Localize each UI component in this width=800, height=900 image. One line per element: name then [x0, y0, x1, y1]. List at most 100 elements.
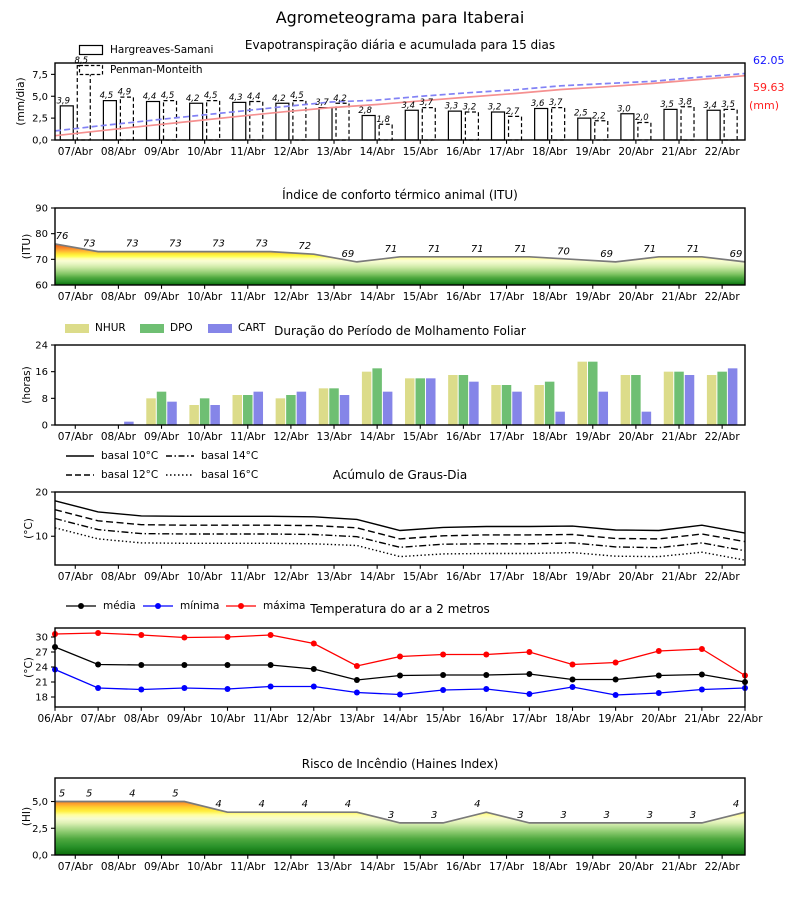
svg-text:71: 71 — [428, 244, 441, 255]
svg-text:13/Abr: 13/Abr — [316, 571, 352, 583]
svg-text:07/Abr: 07/Abr — [58, 861, 94, 873]
svg-text:07/Abr: 07/Abr — [58, 431, 94, 443]
svg-text:22/Abr: 22/Abr — [705, 431, 741, 443]
maxima-line-icon — [226, 603, 256, 609]
svg-text:13/Abr: 13/Abr — [316, 291, 352, 303]
svg-text:07/Abr: 07/Abr — [58, 291, 94, 303]
svg-text:21/Abr: 21/Abr — [661, 146, 697, 158]
svg-text:21/Abr: 21/Abr — [661, 861, 697, 873]
penman-swatch-icon — [78, 64, 104, 76]
svg-text:24: 24 — [35, 663, 48, 674]
legend-item-basal10: basal 10°C — [65, 450, 158, 462]
svg-text:13/Abr: 13/Abr — [316, 861, 352, 873]
svg-text:72: 72 — [298, 241, 311, 252]
svg-text:3,7: 3,7 — [420, 98, 434, 108]
svg-text:17/Abr: 17/Abr — [489, 291, 525, 303]
svg-text:13/Abr: 13/Abr — [316, 431, 352, 443]
svg-text:06/Abr: 06/Abr — [37, 713, 73, 725]
legend-item-nhur: NHUR — [65, 322, 126, 334]
svg-text:5: 5 — [172, 789, 178, 800]
svg-text:16/Abr: 16/Abr — [446, 291, 482, 303]
svg-text:(°C): (°C) — [23, 518, 35, 539]
svg-text:21/Abr: 21/Abr — [661, 291, 697, 303]
svg-text:12/Abr: 12/Abr — [273, 861, 309, 873]
svg-text:3: 3 — [690, 810, 696, 821]
svg-text:0,0: 0,0 — [32, 136, 48, 147]
svg-text:4,5: 4,5 — [161, 91, 175, 101]
svg-text:3,4: 3,4 — [703, 101, 717, 111]
svg-text:11/Abr: 11/Abr — [253, 713, 289, 725]
legend-item-media: média — [65, 600, 136, 612]
svg-text:18/Abr: 18/Abr — [532, 431, 568, 443]
chart-title-itu: Índice de conforto térmico animal (ITU) — [282, 188, 518, 202]
svg-text:62.05: 62.05 — [753, 54, 785, 67]
svg-text:18/Abr: 18/Abr — [532, 291, 568, 303]
page-title: Agrometeograma para Itaberai — [275, 8, 525, 27]
svg-text:4: 4 — [302, 799, 308, 810]
legend-label: basal 14°C — [201, 450, 259, 462]
temperature-plot: 18 21 24 27 30 06/Abr 07/Abr 08/Abr 09/Abr 10/Abr… — [23, 627, 763, 725]
svg-text:13/Abr: 13/Abr — [339, 713, 375, 725]
svg-text:20/Abr: 20/Abr — [618, 146, 654, 158]
svg-text:09/Abr: 09/Abr — [144, 431, 180, 443]
svg-text:8,5: 8,5 — [75, 56, 89, 66]
svg-text:2,7: 2,7 — [506, 107, 520, 117]
svg-text:0,0: 0,0 — [32, 851, 48, 862]
svg-text:15/Abr: 15/Abr — [403, 861, 439, 873]
svg-text:60: 60 — [35, 281, 48, 292]
svg-text:4,4: 4,4 — [247, 92, 261, 102]
svg-text:3: 3 — [388, 810, 394, 821]
legend-item-maxima: máxima — [225, 600, 305, 612]
svg-text:2,0: 2,0 — [635, 113, 649, 123]
basal10-line-icon — [66, 455, 94, 457]
svg-text:4,9: 4,9 — [118, 88, 132, 98]
svg-text:22/Abr: 22/Abr — [705, 861, 741, 873]
svg-text:21/Abr: 21/Abr — [661, 571, 697, 583]
legend-item-basal14: basal 14°C — [165, 450, 258, 462]
svg-text:90: 90 — [35, 204, 48, 215]
svg-text:71: 71 — [471, 244, 484, 255]
svg-text:(mm): (mm) — [749, 99, 779, 112]
svg-text:(mm/dia): (mm/dia) — [15, 77, 27, 125]
svg-text:12/Abr: 12/Abr — [273, 146, 309, 158]
itu-plot: 60 70 80 90 07/Abr 08/Abr 09/Abr 10/Abr 11/Abr 12… — [21, 204, 746, 303]
degree-days-plot: 10 20 07/Abr 08/Abr 09/Abr 10/Abr 11/Abr 12/Abr… — [23, 488, 746, 583]
svg-text:22/Abr: 22/Abr — [705, 146, 741, 158]
svg-text:19/Abr: 19/Abr — [575, 291, 611, 303]
svg-text:11/Abr: 11/Abr — [230, 861, 266, 873]
svg-text:70: 70 — [557, 246, 570, 257]
svg-text:4: 4 — [345, 799, 351, 810]
svg-text:18/Abr: 18/Abr — [555, 713, 591, 725]
svg-text:19/Abr: 19/Abr — [575, 571, 611, 583]
svg-text:19/Abr: 19/Abr — [575, 861, 611, 873]
svg-text:10/Abr: 10/Abr — [187, 146, 223, 158]
svg-text:18: 18 — [35, 693, 48, 704]
svg-text:12/Abr: 12/Abr — [273, 291, 309, 303]
svg-text:17/Abr: 17/Abr — [489, 861, 525, 873]
svg-text:4,2: 4,2 — [333, 94, 347, 104]
svg-text:14/Abr: 14/Abr — [360, 571, 396, 583]
svg-text:3,3: 3,3 — [445, 102, 459, 112]
svg-text:(HI): (HI) — [21, 807, 33, 826]
svg-text:3: 3 — [431, 810, 437, 821]
svg-text:4,2: 4,2 — [186, 94, 200, 104]
evapotranspiration-plot: 0,0 2,5 5,0 7,5 07/Abr 08/Abr 09/Abr 10/Abr 11/A… — [15, 54, 785, 158]
svg-text:20/Abr: 20/Abr — [618, 861, 654, 873]
svg-text:09/Abr: 09/Abr — [144, 146, 180, 158]
svg-text:15/Abr: 15/Abr — [403, 146, 439, 158]
svg-text:18/Abr: 18/Abr — [532, 861, 568, 873]
svg-text:30: 30 — [35, 633, 48, 644]
svg-text:3,7: 3,7 — [549, 98, 563, 108]
svg-text:10/Abr: 10/Abr — [187, 571, 223, 583]
svg-text:5,0: 5,0 — [32, 92, 48, 103]
svg-text:10/Abr: 10/Abr — [187, 431, 223, 443]
svg-text:3,2: 3,2 — [463, 103, 477, 113]
svg-text:3,5: 3,5 — [660, 100, 674, 110]
basal14-line-icon — [166, 455, 194, 457]
svg-text:80: 80 — [35, 229, 48, 240]
svg-text:4: 4 — [733, 799, 739, 810]
svg-text:3,6: 3,6 — [531, 99, 545, 109]
svg-text:0: 0 — [42, 421, 48, 432]
legend-label: média — [103, 600, 136, 612]
svg-text:17/Abr: 17/Abr — [489, 431, 525, 443]
